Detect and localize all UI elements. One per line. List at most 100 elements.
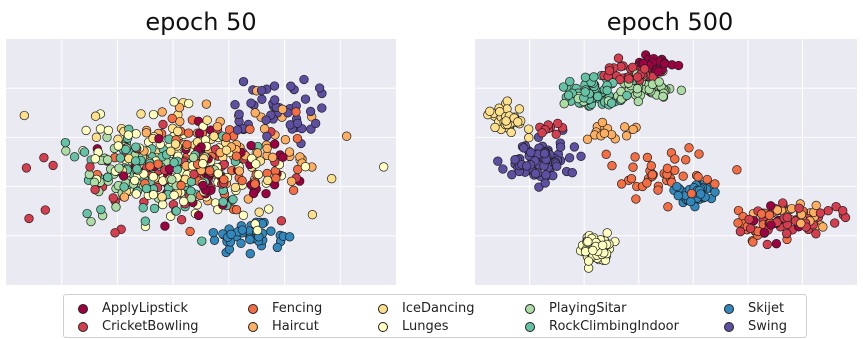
data-point	[286, 81, 296, 91]
data-point	[607, 161, 617, 171]
data-point	[710, 179, 720, 189]
data-point	[280, 135, 291, 145]
data-point	[269, 81, 280, 91]
data-point	[82, 208, 92, 219]
data-point	[672, 181, 682, 192]
data-point	[102, 155, 113, 165]
data-point	[198, 180, 208, 190]
data-point	[170, 139, 181, 149]
data-point	[90, 154, 100, 164]
legend-label: ApplyLipstick	[102, 301, 188, 316]
data-point	[208, 227, 218, 238]
data-point	[307, 210, 318, 220]
data-point	[153, 159, 163, 169]
data-point	[589, 72, 599, 82]
data-point	[264, 204, 274, 214]
data-point	[576, 151, 586, 161]
data-point	[710, 187, 720, 197]
data-point	[604, 66, 615, 76]
data-point	[663, 202, 673, 212]
data-point	[748, 237, 758, 247]
data-point	[205, 166, 215, 176]
data-point	[311, 118, 321, 129]
data-point	[276, 216, 287, 226]
data-point	[234, 109, 244, 119]
data-point	[327, 174, 337, 184]
data-point	[593, 91, 603, 102]
data-point	[654, 77, 664, 87]
data-point	[823, 206, 833, 216]
data-point	[234, 166, 245, 176]
data-point	[495, 107, 505, 117]
legend-item-skijet: Skijet	[724, 300, 784, 317]
data-point	[299, 74, 309, 85]
data-point	[632, 84, 643, 94]
data-point	[141, 183, 152, 194]
data-point	[182, 139, 192, 150]
legend-label: Lunges	[402, 319, 449, 334]
data-point	[136, 109, 146, 119]
data-point	[130, 175, 140, 186]
data-point	[524, 124, 534, 134]
data-point	[248, 188, 259, 199]
data-point	[154, 134, 164, 144]
data-point	[621, 131, 632, 141]
data-point	[662, 163, 673, 173]
data-point	[79, 147, 90, 157]
data-point	[541, 170, 551, 180]
data-point	[647, 170, 657, 180]
data-point	[514, 104, 525, 114]
data-point	[201, 99, 212, 109]
data-point	[250, 108, 260, 118]
data-point	[185, 226, 195, 237]
legend-label: Haircut	[272, 319, 319, 334]
legend-marker	[78, 303, 88, 314]
data-point	[40, 205, 50, 215]
data-point	[286, 176, 297, 186]
data-point	[565, 76, 575, 87]
data-point	[119, 182, 129, 192]
legend-item-swing: Swing	[724, 318, 787, 335]
data-point	[490, 122, 500, 133]
data-point	[148, 172, 158, 182]
data-point	[272, 242, 282, 253]
legend-label: Fencing	[272, 301, 323, 316]
data-point	[257, 94, 267, 104]
data-point	[646, 161, 656, 171]
data-point	[530, 168, 541, 179]
data-point	[831, 201, 841, 212]
data-point	[197, 236, 207, 246]
data-point	[744, 214, 754, 225]
data-point	[588, 245, 598, 256]
data-point	[627, 62, 638, 72]
data-point	[300, 162, 311, 172]
data-point	[506, 127, 516, 138]
data-point	[551, 129, 561, 139]
data-point	[772, 205, 783, 215]
data-point	[108, 193, 118, 203]
data-point	[606, 98, 617, 108]
data-point	[232, 125, 243, 135]
data-point	[660, 59, 670, 69]
data-point	[602, 85, 612, 96]
data-point	[123, 130, 134, 140]
data-point	[193, 210, 204, 221]
legend-item-lunges: Lunges	[378, 318, 449, 335]
data-point	[237, 176, 247, 186]
legend-item-haircut: Haircut	[248, 318, 319, 335]
data-point	[95, 124, 106, 134]
legend-marker	[525, 321, 535, 332]
data-point	[250, 179, 260, 189]
data-point	[292, 133, 303, 144]
data-point	[628, 124, 638, 135]
data-point	[501, 116, 511, 126]
data-point	[563, 90, 574, 100]
legend-item-fencing: Fencing	[248, 300, 322, 317]
data-point	[145, 161, 155, 171]
data-point	[293, 164, 303, 175]
legend-marker	[248, 321, 258, 332]
data-point	[502, 96, 512, 106]
data-point	[167, 113, 177, 124]
data-point	[90, 111, 101, 121]
data-point	[21, 163, 32, 173]
